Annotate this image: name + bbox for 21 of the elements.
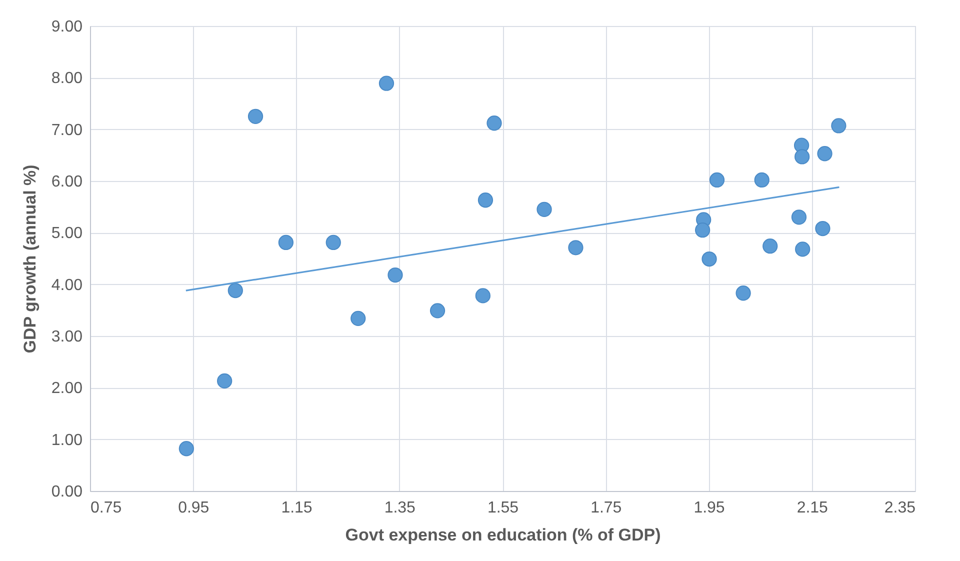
y-tick-label: 9.00	[51, 18, 83, 36]
x-tick-label: 0.95	[178, 500, 210, 516]
x-tick-label: 1.95	[694, 500, 725, 516]
y-tick-label: 8.00	[51, 70, 83, 88]
y-tick-label: 4.00	[51, 276, 83, 294]
y-axis-title: GDP growth (annual %)	[20, 164, 40, 354]
y-tick-label: 0.00	[51, 484, 83, 500]
x-axis-title: Govt expense on education (% of GDP)	[345, 526, 661, 544]
x-tick-label: 2.35	[884, 500, 916, 516]
x-tick-label: 1.35	[384, 500, 416, 516]
x-tick-label: 2.15	[796, 500, 828, 516]
y-tick-label: 7.00	[51, 122, 83, 139]
x-tick-label: 1.75	[590, 500, 622, 516]
y-tick-label: 1.00	[51, 432, 83, 449]
y-tick-label: 2.00	[51, 380, 83, 398]
y-tick-label: 3.00	[51, 328, 83, 346]
x-tick-label: 1.55	[487, 500, 519, 516]
x-tick-label: 0.75	[90, 500, 122, 516]
y-tick-label: 5.00	[51, 225, 83, 242]
y-tick-label: 6.00	[51, 174, 83, 190]
x-tick-label: 1.15	[281, 500, 312, 516]
